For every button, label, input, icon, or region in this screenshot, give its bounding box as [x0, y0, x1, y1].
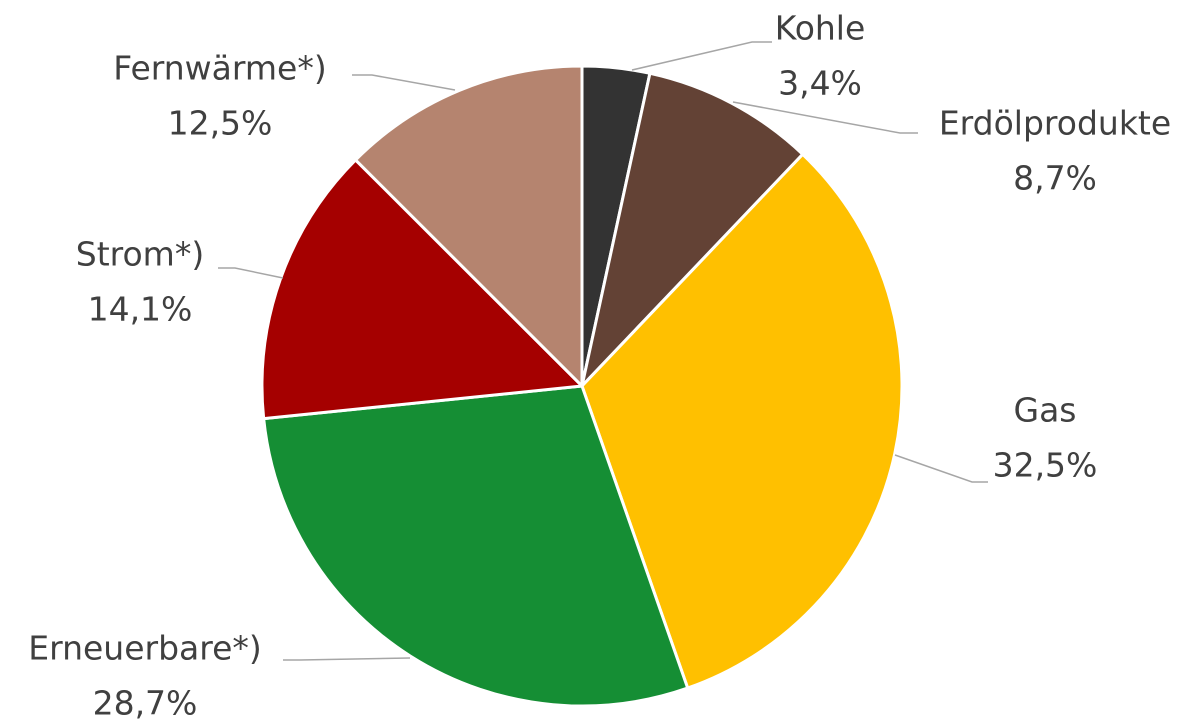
slice-label: Kohle	[775, 9, 866, 48]
slice-value-label: 32,5%	[993, 446, 1098, 485]
leader-line	[352, 74, 456, 91]
leader-line	[732, 101, 918, 134]
pie-slice	[354, 64, 584, 388]
pie-slice	[580, 71, 805, 388]
pie-slice	[260, 158, 584, 421]
slice-value-label: 3,4%	[778, 64, 862, 103]
pie-slice	[262, 384, 690, 708]
slice-label: Fernwärme*)	[113, 49, 326, 88]
leader-line	[894, 454, 988, 483]
slice-value-label: 28,7%	[93, 684, 198, 719]
pie-slice	[580, 152, 904, 690]
slice-value-label: 14,1%	[88, 290, 193, 329]
slice-label: Gas	[1014, 391, 1077, 430]
leader-line	[631, 41, 772, 71]
slice-label: Erdölprodukte	[939, 104, 1171, 143]
leader-line	[283, 657, 411, 661]
slice-value-label: 8,7%	[1013, 159, 1097, 198]
slice-label: Erneuerbare*)	[28, 629, 262, 668]
slice-label: Strom*)	[76, 235, 204, 274]
slice-value-label: 12,5%	[168, 104, 273, 143]
leader-line	[218, 267, 284, 279]
